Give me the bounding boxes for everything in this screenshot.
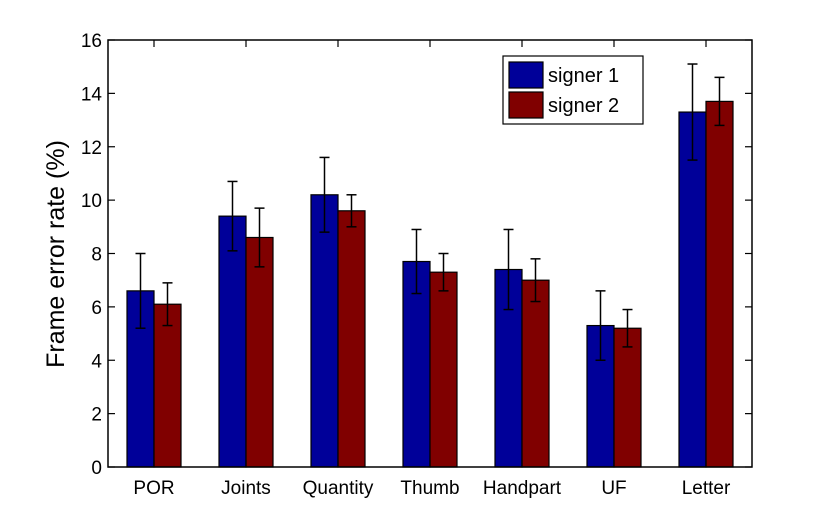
y-tick-label: 12: [81, 138, 102, 159]
x-tick-label: Quantity: [303, 478, 374, 499]
x-tick-label: POR: [133, 478, 174, 499]
y-axis-title: Frame error rate (%): [42, 140, 70, 368]
bar-1: [218, 215, 247, 468]
y-tick-label: 4: [91, 351, 102, 372]
bar-2: [245, 236, 274, 468]
plot-frame: [107, 39, 753, 468]
y-tick-label: 2: [91, 405, 102, 426]
y-tick-label: 14: [81, 84, 103, 105]
bar-2: [613, 327, 642, 468]
x-tick-label: Joints: [221, 478, 271, 499]
y-tick-label: 0: [91, 458, 102, 479]
x-tick-label: Thumb: [400, 478, 459, 499]
legend-swatch: [508, 61, 544, 89]
bar-1: [310, 194, 339, 468]
errorbars-layer: [135, 63, 725, 361]
bar-2: [337, 210, 366, 468]
legend-swatch: [508, 91, 544, 119]
x-tick-label: Handpart: [483, 478, 562, 499]
x-tick-label: Letter: [682, 478, 731, 499]
bar-2: [521, 279, 550, 468]
bar-1: [678, 111, 707, 468]
y-tick-label: 6: [91, 298, 102, 319]
y-axis: 0 2 4 6 8 10 12 14 16: [81, 31, 752, 479]
x-axis: POR Joints Quantity Thumb Handpart UF Letter: [133, 40, 731, 499]
bar-2: [429, 271, 458, 468]
x-tick-label: UF: [601, 478, 626, 499]
legend: signer 1 signer 2: [502, 55, 644, 125]
y-tick-label: 10: [81, 191, 102, 212]
y-tick-label: 16: [81, 31, 102, 52]
bar-2: [705, 100, 734, 468]
y-tick-label: 8: [91, 245, 102, 266]
legend-label: signer 2: [548, 95, 619, 117]
legend-label: signer 1: [548, 65, 619, 87]
bar-2: [153, 303, 182, 468]
